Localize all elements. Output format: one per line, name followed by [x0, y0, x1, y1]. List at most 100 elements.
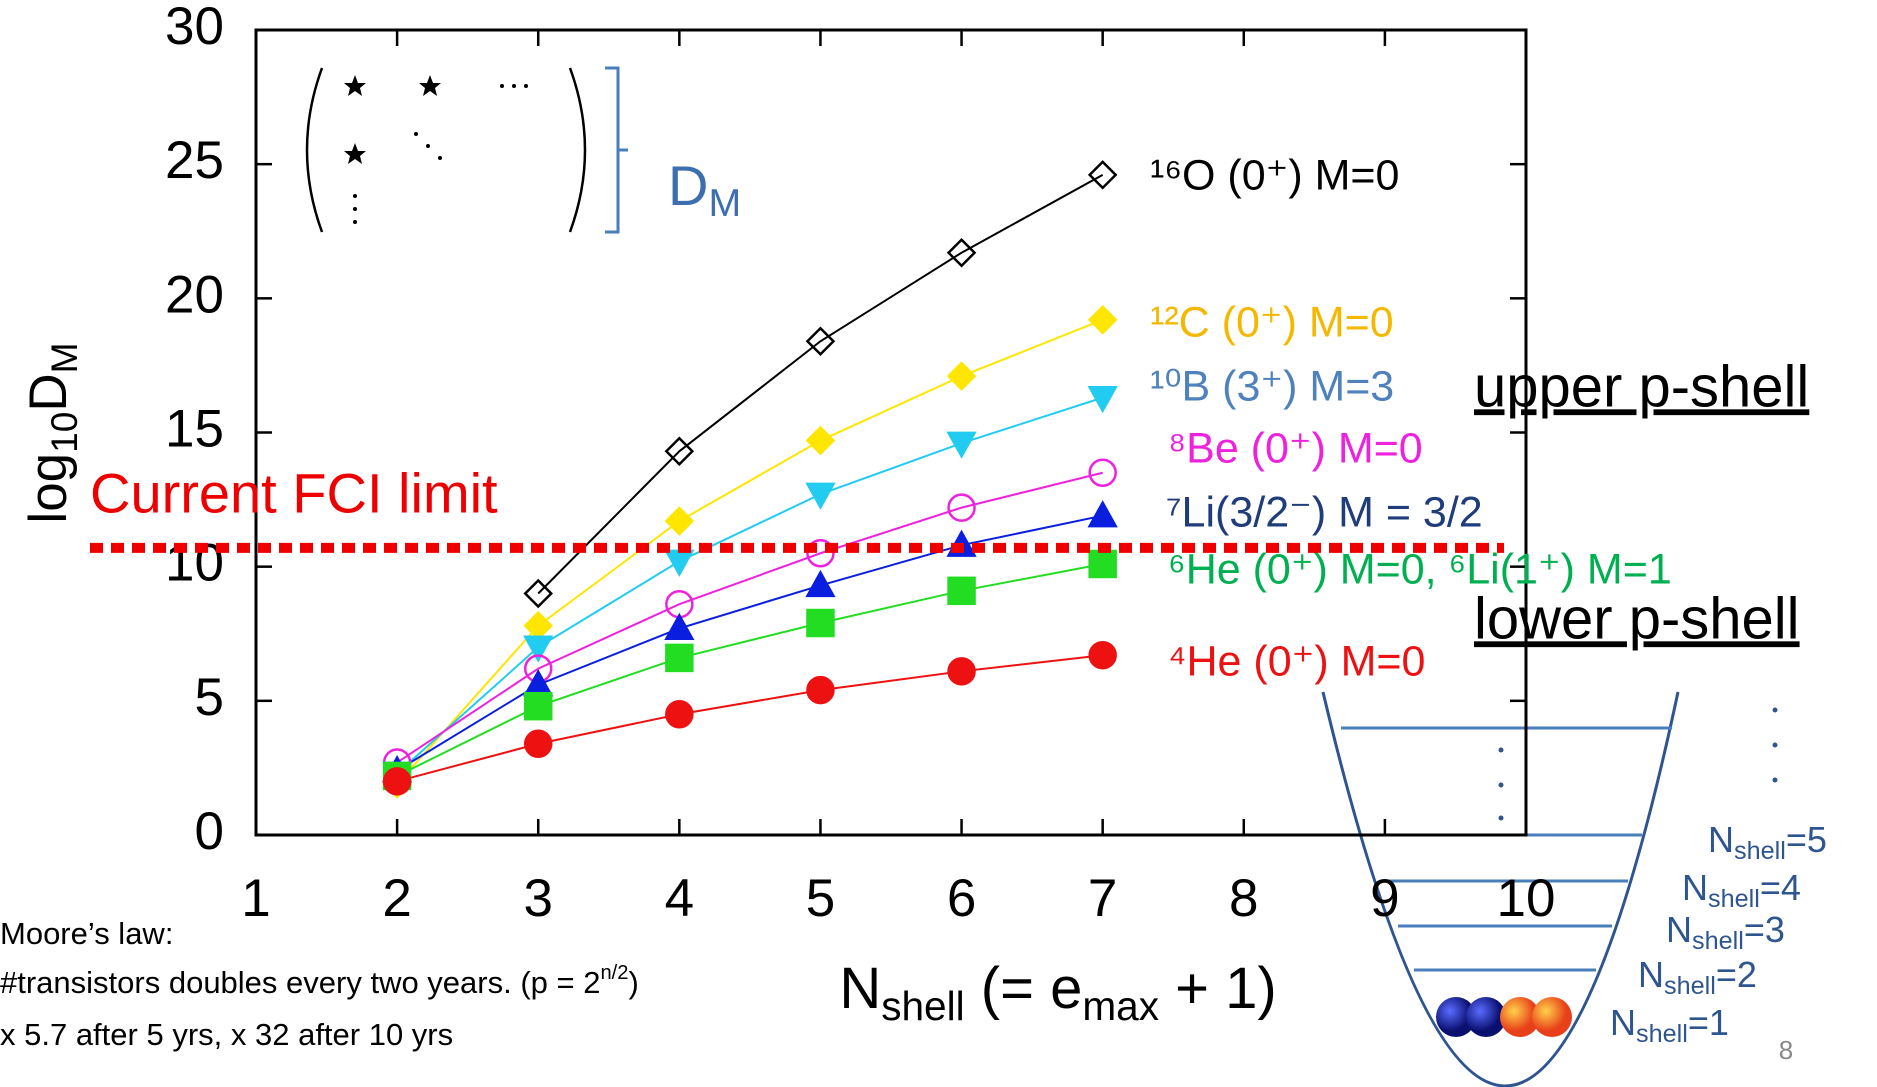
x-tick-label: 7: [1088, 869, 1117, 928]
text-part: =4: [1760, 867, 1801, 908]
dot: [414, 132, 418, 136]
rich-text: Nshell=1: [1610, 1002, 1729, 1048]
marker: [946, 237, 977, 268]
dot: [426, 144, 430, 148]
marker: [1088, 458, 1117, 487]
star: [344, 143, 366, 164]
dot: [353, 220, 357, 224]
text-part: D: [668, 154, 708, 217]
x-tick-label: 1: [241, 869, 270, 928]
dot: [1498, 815, 1504, 821]
series-label: ⁷Li(3/2⁻) M = 3/2: [1166, 488, 1483, 536]
shell-label: upper p-shell: [1474, 354, 1809, 419]
marker: [665, 700, 694, 729]
series-label: ⁸Be (0⁺) M=0: [1168, 424, 1423, 472]
subscript: M: [708, 182, 741, 225]
subscript: shell: [1664, 972, 1716, 1000]
rich-text: Nshell=5: [1708, 819, 1827, 865]
subscript: shell: [1708, 885, 1760, 913]
marker: [1087, 160, 1118, 190]
series-line: [396, 318, 1104, 785]
rich-text: #transistors doubles every two years. (p…: [0, 962, 639, 1001]
y-tick-label: 10: [165, 534, 224, 593]
series-line: [396, 654, 1103, 783]
dot: [1498, 747, 1504, 753]
ball: [1500, 997, 1540, 1037]
rich-text: Nshell=3: [1666, 909, 1785, 955]
marker: [805, 569, 836, 598]
text-part: (= e: [965, 956, 1083, 1021]
text-part: =2: [1716, 954, 1757, 995]
ball: [1466, 997, 1506, 1037]
marker: [523, 635, 554, 663]
rich-text: Moore’s law:: [0, 916, 173, 951]
x-tick-label: 9: [1370, 869, 1399, 928]
dot: [500, 84, 504, 88]
marker: [947, 576, 976, 606]
ellipsis: [1498, 707, 1778, 821]
marker: [664, 612, 695, 641]
y-tick-label: 0: [195, 802, 224, 861]
dot: [353, 207, 357, 211]
marker: [806, 675, 835, 705]
marker: [947, 493, 976, 522]
series-line: [537, 174, 1104, 595]
reference-label: Current FCI limit: [90, 462, 498, 525]
bracket: [605, 66, 628, 234]
y-tick-label: 15: [165, 400, 224, 459]
page-number: 8: [1779, 1035, 1793, 1065]
dot: [1772, 707, 1778, 713]
marker: [806, 539, 835, 568]
text-part: N: [839, 956, 881, 1021]
marker: [805, 425, 836, 456]
subscript: shell: [1734, 837, 1786, 865]
dot: [1498, 782, 1504, 788]
dot: [512, 84, 516, 88]
text-part: N: [1666, 909, 1692, 950]
marker: [946, 361, 977, 391]
marker: [1087, 385, 1118, 414]
ball: [1532, 997, 1572, 1037]
series-label: ⁶He (0⁺) M=0, ⁶Li(1⁺) M=1: [1168, 545, 1672, 593]
marker: [1088, 640, 1117, 670]
text-part: =1: [1688, 1002, 1729, 1043]
text-part: =5: [1786, 819, 1827, 860]
series-label: ⁴He (0⁺) M=0: [1168, 637, 1425, 685]
rich-text: Nshell (= emax + 1): [839, 956, 1276, 1029]
subscript: 10: [43, 412, 85, 453]
marker: [1088, 549, 1117, 579]
text-part: N: [1638, 954, 1664, 995]
series-line: [396, 471, 1103, 764]
marker: [806, 608, 835, 638]
marker: [1087, 500, 1118, 528]
matrix-inset: [305, 66, 628, 234]
series-label: ¹²C (0⁺) M=0: [1150, 298, 1394, 346]
marker: [664, 506, 695, 536]
marker: [664, 436, 695, 467]
text-part: N: [1708, 819, 1734, 860]
paren: [305, 67, 324, 233]
subscript: shell: [1636, 1020, 1688, 1048]
plot-frame: [254, 28, 1528, 837]
x-tick-label: 6: [947, 869, 976, 928]
text-part: ): [628, 965, 638, 1000]
subscript: max: [1082, 983, 1159, 1029]
text-part: D: [19, 373, 78, 411]
marker: [1087, 305, 1118, 335]
dot: [438, 156, 442, 160]
y-tick-label: 30: [165, 0, 224, 56]
ball: [1436, 997, 1476, 1037]
series-label: ¹⁶O (0⁺) M=0: [1150, 151, 1399, 199]
text-part: log: [19, 453, 78, 524]
dot: [353, 194, 357, 198]
marker: [805, 326, 836, 357]
x-tick-label: 4: [665, 869, 694, 928]
text-part: N: [1610, 1002, 1636, 1043]
superscript: n/2: [600, 962, 628, 984]
shell-label: lower p-shell: [1474, 586, 1800, 651]
marker: [665, 643, 694, 673]
series-label: ¹⁰B (3⁺) M=3: [1150, 362, 1394, 410]
text-part: #transistors doubles every two years. (p…: [0, 965, 600, 1000]
subscript: M: [43, 342, 85, 373]
